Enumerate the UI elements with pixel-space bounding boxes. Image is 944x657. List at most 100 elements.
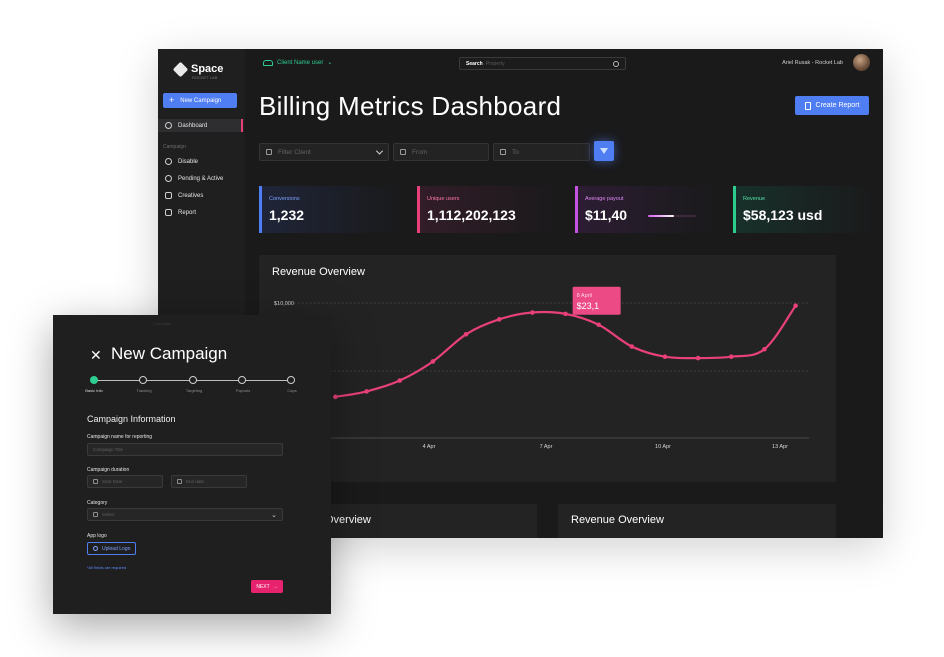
end-date-placeholder: End date (186, 479, 205, 484)
payout-progress-bar (648, 215, 696, 217)
bottom-card-revenue: Revenue Overview (558, 504, 836, 538)
step-label: Tracking (136, 388, 152, 393)
kpi-value: 1,232 (269, 207, 305, 223)
data-point (662, 354, 668, 360)
kpi-value: 1,112,202,123 (427, 207, 516, 223)
sidebar-item-creatives[interactable]: Creatives (158, 189, 242, 202)
start-date-input[interactable]: Start Date (87, 475, 163, 488)
data-point (463, 331, 469, 337)
y-tick-label: $10,000 (274, 301, 294, 307)
step-label: Caps (287, 388, 297, 393)
x-tick-label: 7 Apr (540, 444, 553, 450)
upload-logo-button[interactable]: Upload Logo (87, 542, 136, 555)
kpi-revenue: Revenue $58,123 usd (733, 186, 873, 233)
client-icon (266, 149, 272, 155)
sidebar-item-label: Creatives (178, 192, 204, 199)
sidebar-item-label: Disable (178, 158, 199, 165)
sidebar-item-report[interactable]: Report (158, 206, 242, 219)
kpi-label: Conversions (269, 196, 300, 202)
data-point (695, 355, 701, 361)
category-label: Category (87, 500, 108, 506)
data-point (793, 303, 798, 309)
document-icon (804, 101, 811, 110)
card-title: Revenue Overview (571, 514, 664, 526)
data-point (530, 310, 535, 315)
step-basic-info[interactable] (90, 376, 98, 384)
tooltip-value: $23,1 (577, 301, 600, 311)
payout-progress-fill (648, 215, 675, 217)
revenue-line-chart: $10,000 4 Apr 7 Apr 10 Apr 13 Apr 8 April $23,… (274, 286, 809, 450)
client-name-label: Client Name user (277, 59, 324, 66)
search-label: Search (466, 60, 483, 67)
data-point (629, 344, 635, 349)
app-logo[interactable]: Space (172, 61, 224, 77)
next-button[interactable]: NEXT → (251, 580, 283, 593)
calendar-icon (93, 479, 98, 484)
from-date-input[interactable]: From (393, 143, 489, 161)
kpi-conversions: Conversions 1,232 (259, 186, 399, 233)
client-selector[interactable]: Client Name user ⌄ (263, 59, 332, 66)
logo-subtitle: ROCKET LAB (192, 75, 218, 80)
search-input[interactable]: Search Property (459, 57, 626, 70)
from-placeholder: From (412, 148, 428, 156)
x-tick-label: 13 Apr (772, 444, 788, 450)
new-campaign-button[interactable]: + New Campaign (163, 93, 237, 108)
category-select[interactable]: Select ⌄ (87, 508, 283, 521)
data-point (762, 346, 767, 352)
chevron-down-icon: ⌄ (327, 60, 333, 66)
modal-background-label: Campaign (153, 321, 172, 326)
image-icon (165, 192, 172, 199)
card-title: Overview (325, 514, 371, 526)
sidebar-item-pending-active[interactable]: Pending & Active (158, 172, 242, 185)
campaign-name-label: Campaign name for reporting (87, 434, 153, 440)
user-name[interactable]: Ariel Rusak - Rocket Lab (782, 60, 843, 66)
filter-client-select[interactable]: Filter Client (259, 143, 389, 161)
dashboard-icon (165, 122, 172, 129)
data-point (596, 322, 601, 328)
to-date-input[interactable]: To (493, 143, 590, 161)
search-icon[interactable] (613, 60, 619, 67)
calendar-icon (500, 149, 506, 155)
apply-filter-button[interactable] (594, 141, 614, 161)
end-date-input[interactable]: End date (171, 475, 247, 488)
avatar[interactable] (853, 54, 870, 71)
step-caps[interactable] (287, 376, 295, 384)
data-point (397, 378, 403, 383)
step-targeting[interactable] (189, 376, 197, 384)
sidebar-section-campaign: Campaign (163, 144, 186, 150)
chart-title: Revenue Overview (272, 266, 365, 278)
report-icon (165, 209, 172, 216)
kpi-unique-users: Unique users 1,112,202,123 (417, 186, 557, 233)
calendar-icon (400, 149, 406, 155)
sidebar-item-disable[interactable]: Disable (158, 155, 242, 168)
campaign-title-placeholder: Campaign Title (93, 447, 124, 452)
next-label: NEXT (256, 583, 270, 590)
create-report-button[interactable]: Create Report (795, 96, 869, 115)
kpi-label: Unique users (427, 196, 460, 202)
kpi-average-payout: Average payout $11,40 (575, 186, 715, 233)
required-note: *All fields are required (87, 565, 127, 570)
sidebar-item-dashboard[interactable]: Dashboard (158, 119, 243, 132)
data-point (333, 394, 338, 400)
kpi-value: $11,40 (585, 207, 628, 223)
sidebar-item-label: Pending & Active (178, 175, 224, 182)
kpi-value: $58,123 usd (743, 207, 823, 223)
campaign-title-input[interactable]: Campaign Title (87, 443, 283, 456)
filter-client-placeholder: Filter Client (278, 148, 311, 156)
data-point (728, 354, 734, 360)
sidebar-item-label: Dashboard (178, 122, 208, 129)
step-label: Payouts (235, 388, 251, 393)
step-payouts[interactable] (238, 376, 246, 384)
data-point (496, 317, 502, 322)
section-title: Campaign Information (87, 414, 176, 424)
step-tracking[interactable] (139, 376, 147, 384)
revenue-chart-card: $10,000 4 Apr 7 Apr 10 Apr 13 Apr 8 April $23,… (259, 255, 836, 482)
start-date-placeholder: Start Date (102, 479, 123, 484)
search-placeholder: Property (485, 60, 505, 67)
plus-icon: + (169, 95, 175, 105)
upload-icon (93, 546, 98, 551)
close-icon[interactable]: ✕ (90, 347, 102, 363)
calendar-icon (177, 479, 182, 484)
logo-text: Space (191, 63, 224, 75)
